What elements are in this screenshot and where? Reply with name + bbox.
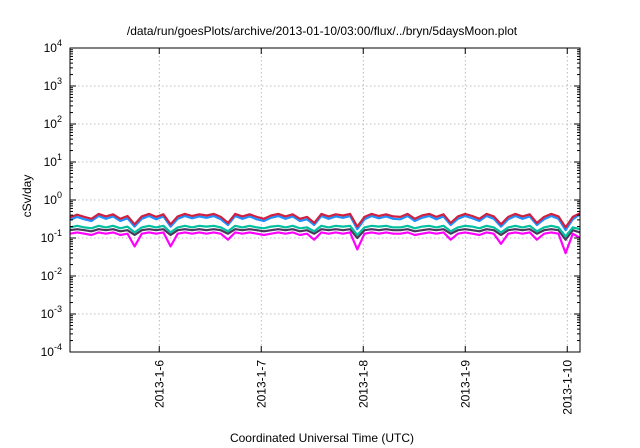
series-group <box>69 212 581 255</box>
series-line <box>69 231 581 255</box>
x-tick-label: 2013-1-8 <box>356 360 370 408</box>
y-tick-label: 100 <box>44 190 62 207</box>
y-axis-label: cSv/day <box>20 175 34 218</box>
grid-lines <box>70 48 580 352</box>
y-tick-label: 10-3 <box>41 304 62 321</box>
series-line <box>69 212 581 229</box>
y-tick-label: 103 <box>44 76 62 93</box>
y-tick-label: 102 <box>44 114 62 131</box>
y-tick-label: 10-4 <box>41 342 62 359</box>
y-tick-label: 101 <box>44 152 62 169</box>
series-line <box>69 228 581 241</box>
x-axis-label: Coordinated Universal Time (UTC) <box>230 431 414 445</box>
series-line <box>69 213 581 232</box>
x-tick-label: 2013-1-6 <box>152 360 166 408</box>
y-tick-label: 10-1 <box>41 228 62 245</box>
x-tick-label: 2013-1-9 <box>458 360 472 408</box>
series-line <box>69 224 581 238</box>
x-tick-label: 2013-1-7 <box>254 360 268 408</box>
x-tick-label: 2013-1-10 <box>560 360 574 415</box>
chart-title: /data/run/goesPlots/archive/2013-01-10/0… <box>127 24 518 38</box>
axis-ticks: 10-4 10-3 10-2 10-1 100 101 102 103 104 2013-1-6 2… <box>41 38 580 415</box>
y-tick-label: 10-2 <box>41 266 62 283</box>
y-tick-label: 104 <box>44 38 62 55</box>
